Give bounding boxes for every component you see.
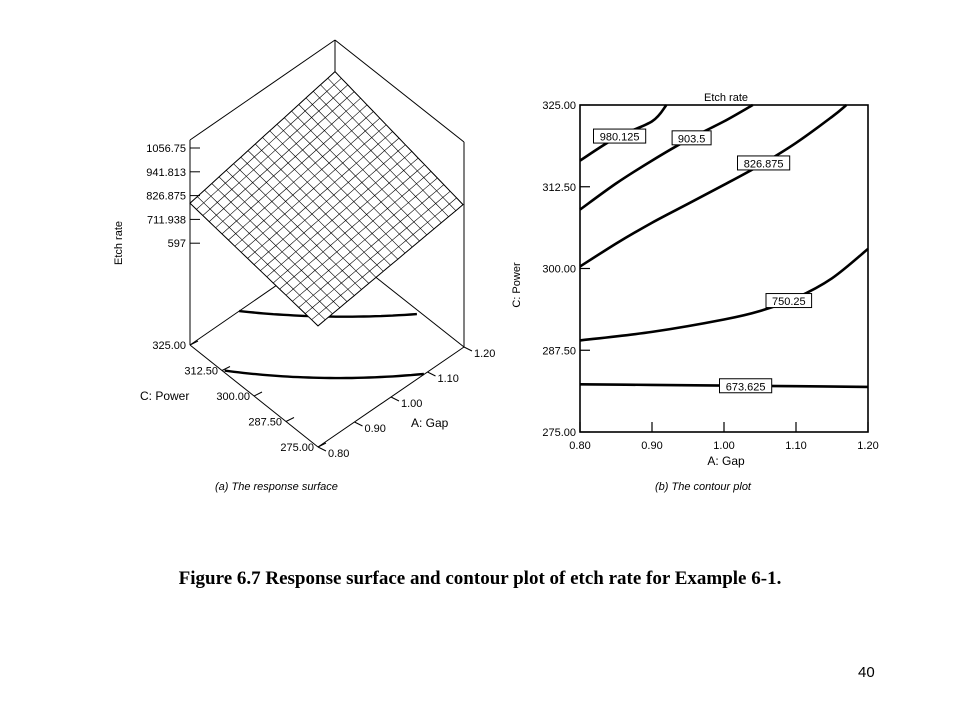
box-top-back — [334, 39, 465, 143]
surface-y-tick-label: 312.50 — [184, 366, 218, 378]
surface-y-axis-label: C: Power — [140, 389, 189, 403]
mesh-line — [204, 189, 333, 315]
mesh-line — [305, 97, 435, 230]
figure-caption: Figure 6.7 Response surface and contour … — [178, 568, 782, 589]
mesh-line — [276, 124, 406, 254]
surface-x-tick — [317, 446, 327, 452]
surface-y-tick — [317, 442, 327, 448]
mesh-line — [327, 77, 457, 211]
contour-x-axis-label: A: Gap — [707, 454, 745, 468]
surface-z-axis-label: Etch rate — [113, 221, 125, 265]
surface-x-tick — [390, 396, 400, 402]
mesh-line — [189, 202, 319, 327]
surface-y-tick — [189, 340, 199, 346]
surface-z-tick-label: 597 — [168, 238, 186, 250]
surface-y-tick-label: 300.00 — [216, 391, 250, 403]
contour-label-box — [765, 293, 813, 309]
contour-x-tick-label: 1.00 — [713, 440, 734, 452]
mesh-line — [320, 84, 449, 217]
contour-label: 980.125 — [600, 132, 640, 144]
mesh-line — [334, 71, 464, 205]
contour-axis-ticks: 0.80 0.90 1.00 1.10 1.20 325.00 312.50 300.00 28… — [542, 100, 878, 452]
box-top-left — [189, 39, 336, 141]
floor-contour-line — [224, 369, 425, 380]
surface-x-tick-label: 1.20 — [474, 348, 495, 360]
surface-x-tick-label: 0.80 — [328, 448, 349, 460]
response-surface-plot: 1056.75 941.813 826.875 711.938 597 325.00 312… — [113, 39, 495, 493]
contour-label-box — [719, 378, 773, 394]
mesh-line — [255, 143, 384, 272]
contour-level-labels: 980.125 903.5 826.875 750.25 673.625 — [593, 128, 813, 394]
surface-x-tick-label: 0.90 — [365, 423, 386, 435]
contour-x-tick-label: 0.90 — [641, 440, 662, 452]
contour-x-tick-label: 1.10 — [785, 440, 806, 452]
mesh-line — [298, 104, 428, 236]
contour-line-826.875 — [579, 104, 848, 268]
mesh-line — [226, 170, 355, 296]
contour-label: 673.625 — [726, 381, 766, 393]
contour-sublabel: (b) The contour plot — [655, 481, 752, 493]
surface-x-axis-label: A: Gap — [411, 416, 449, 430]
surface-y-tick-label: 275.00 — [280, 442, 314, 454]
surface-y-tick — [221, 366, 231, 371]
surface-x-tick-label: 1.00 — [401, 398, 422, 410]
contour-label: 826.875 — [744, 158, 784, 170]
contour-y-tick-label: 287.50 — [542, 345, 576, 357]
mesh-line — [291, 110, 420, 242]
mesh-line — [262, 137, 391, 266]
mesh-line — [240, 156, 370, 284]
page-number: 40 — [858, 664, 875, 681]
contour-y-axis-label: C: Power — [511, 262, 523, 308]
surface-z-tick-label: 1056.75 — [146, 143, 186, 155]
surface-z-tick-label: 711.938 — [147, 214, 186, 226]
contour-x-tick-label: 1.20 — [857, 440, 878, 452]
contour-lines — [579, 103, 869, 389]
mesh-line — [197, 196, 326, 321]
contour-title: Etch rate — [704, 92, 748, 104]
surface-z-tick-label: 826.875 — [146, 191, 186, 203]
contour-plot: 980.125 903.5 826.875 750.25 673.625 0.80 0.9… — [511, 92, 879, 493]
contour-y-tick-label: 300.00 — [542, 264, 576, 276]
mesh-line — [247, 150, 377, 278]
mesh-line — [313, 91, 442, 224]
contour-label-box — [593, 128, 647, 144]
surface-y-tick — [253, 391, 263, 397]
surface-z-tick-label: 941.813 — [146, 167, 186, 179]
mesh-line — [218, 176, 348, 302]
surface-x-tick — [427, 371, 436, 377]
surface-sublabel: (a) The response surface — [215, 481, 338, 493]
contour-label: 750.25 — [772, 296, 806, 308]
contour-label-box — [737, 155, 791, 171]
contour-label-box — [671, 130, 712, 146]
contour-line-750.25 — [579, 247, 869, 342]
contour-line-903.5 — [579, 103, 754, 211]
surface-x-tick — [463, 346, 473, 352]
contour-label: 903.5 — [678, 133, 706, 145]
mesh-line — [211, 183, 341, 308]
surface-y-tick-label: 325.00 — [152, 340, 186, 352]
contour-y-tick-label: 275.00 — [542, 427, 576, 439]
surface-y-tick-label: 287.50 — [248, 417, 282, 429]
surface-x-tick-label: 1.10 — [438, 373, 459, 385]
mesh-line — [233, 163, 362, 290]
contour-x-tick-label: 0.80 — [569, 440, 590, 452]
surface-axis-ticks: 1056.75 941.813 826.875 711.938 597 325.00 312… — [146, 143, 495, 460]
mesh-line — [284, 117, 413, 248]
surface-y-tick — [285, 417, 295, 422]
surface-x-tick — [354, 421, 363, 427]
surface-fill — [189, 70, 464, 327]
contour-y-tick-label: 325.00 — [542, 100, 576, 112]
surface-mesh — [189, 70, 464, 327]
mesh-line — [269, 130, 399, 260]
contour-y-tick-label: 312.50 — [542, 182, 576, 194]
